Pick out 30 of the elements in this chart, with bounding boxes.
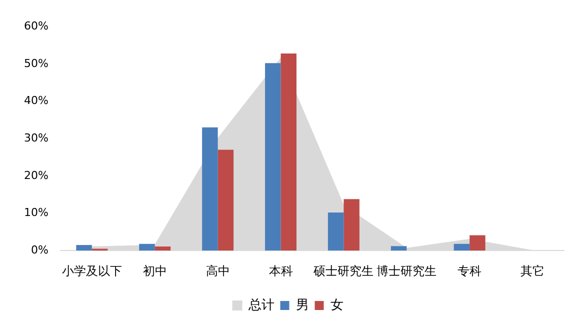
bar bbox=[390, 246, 407, 251]
bar bbox=[139, 244, 155, 251]
x-tick-label: 高中 bbox=[206, 264, 230, 278]
x-tick-label: 初中 bbox=[142, 264, 167, 278]
bar bbox=[218, 150, 234, 251]
x-tick-label: 其它 bbox=[520, 264, 545, 278]
bar bbox=[76, 245, 92, 251]
x-tick-label: 本科 bbox=[268, 264, 293, 278]
legend-label: 男 bbox=[296, 298, 309, 313]
bar bbox=[280, 53, 296, 251]
x-tick-label: 硕士研究生 bbox=[312, 264, 374, 278]
bar bbox=[328, 212, 344, 251]
bar bbox=[454, 244, 470, 251]
bar bbox=[344, 199, 360, 251]
y-tick-label: 10% bbox=[24, 206, 48, 220]
x-tick-label: 专科 bbox=[458, 264, 482, 278]
y-tick-label: 0% bbox=[30, 243, 48, 256]
bar bbox=[154, 246, 171, 251]
y-tick-label: 30% bbox=[24, 131, 48, 144]
y-tick-label: 50% bbox=[24, 56, 48, 70]
legend-label: 总计 bbox=[247, 298, 274, 313]
bar bbox=[265, 63, 281, 251]
x-tick-label: 小学及以下 bbox=[62, 264, 122, 278]
y-tick-label: 20% bbox=[24, 168, 48, 182]
y-tick-label: 40% bbox=[24, 94, 48, 108]
bar bbox=[202, 127, 218, 251]
y-tick-label: 60% bbox=[24, 19, 48, 32]
legend-label: 女 bbox=[330, 298, 344, 313]
x-tick-label: 博士研究生 bbox=[376, 264, 437, 278]
bar bbox=[470, 235, 486, 251]
